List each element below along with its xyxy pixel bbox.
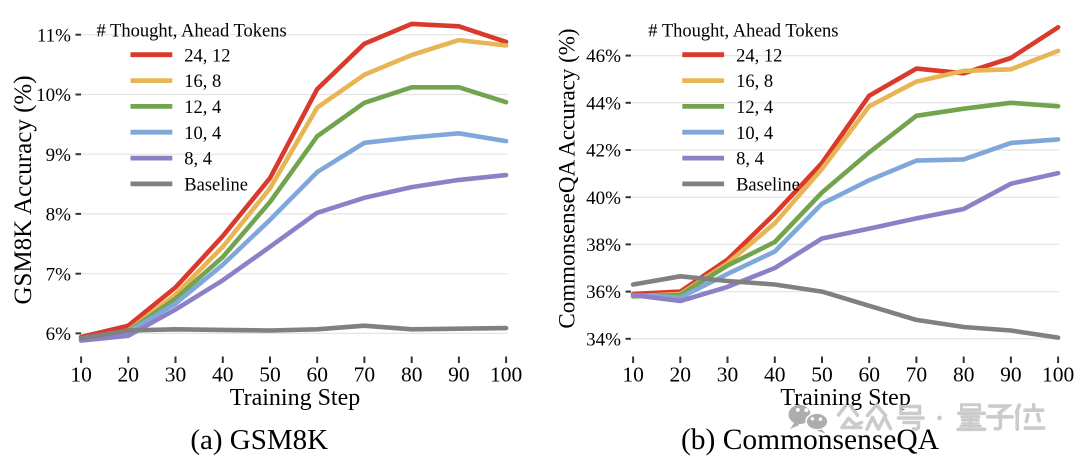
svg-text:40: 40 [764,362,786,386]
svg-text:9%: 9% [46,145,72,166]
svg-text:16, 8: 16, 8 [736,72,773,92]
svg-text:60: 60 [858,362,880,386]
svg-text:12, 4: 12, 4 [184,98,221,118]
svg-text:10, 4: 10, 4 [184,124,221,144]
svg-text:Baseline: Baseline [184,176,248,196]
svg-text:40: 40 [212,362,234,386]
svg-text:CommonsenseQA Accuracy (%): CommonsenseQA Accuracy (%) [555,28,580,328]
svg-text:100: 100 [490,362,522,386]
svg-text:46%: 46% [586,46,621,67]
svg-text:10, 4: 10, 4 [736,124,773,144]
svg-text:38%: 38% [586,235,621,256]
svg-text:70: 70 [906,362,928,386]
svg-text:10: 10 [70,362,92,386]
svg-text:GSM8K Accuracy (%): GSM8K Accuracy (%) [10,75,37,304]
svg-text:70: 70 [354,362,376,386]
svg-text:24, 12: 24, 12 [736,46,782,66]
svg-text:8%: 8% [46,205,72,226]
svg-text:Training Step: Training Step [230,385,360,411]
svg-text:6%: 6% [46,324,72,345]
svg-text:50: 50 [811,362,833,386]
svg-text:24, 12: 24, 12 [184,46,230,66]
svg-text:30: 30 [717,362,739,386]
svg-text:12, 4: 12, 4 [736,98,773,118]
svg-text:11%: 11% [37,25,71,46]
svg-text:8, 4: 8, 4 [736,150,764,170]
svg-text:80: 80 [953,362,975,386]
svg-text:44%: 44% [586,93,621,114]
svg-text:20: 20 [118,362,140,386]
svg-text:42%: 42% [586,141,621,162]
svg-text:30: 30 [165,362,187,386]
svg-text:90: 90 [448,362,470,386]
svg-text:(b) CommonsenseQA: (b) CommonsenseQA [681,424,940,456]
svg-text:60: 60 [306,362,328,386]
svg-text:36%: 36% [586,282,621,303]
svg-text:# Thought, Ahead Tokens: # Thought, Ahead Tokens [97,22,287,42]
svg-text:40%: 40% [586,188,621,209]
svg-text:34%: 34% [586,329,621,350]
svg-text:10: 10 [622,362,644,386]
svg-text:10%: 10% [36,85,71,106]
svg-text:50: 50 [259,362,281,386]
svg-text:Baseline: Baseline [736,176,800,196]
svg-text:# Thought, Ahead Tokens: # Thought, Ahead Tokens [648,22,838,42]
svg-text:90: 90 [1000,362,1022,386]
svg-text:7%: 7% [46,264,72,285]
svg-text:16, 8: 16, 8 [184,72,221,92]
svg-text:8, 4: 8, 4 [184,150,212,170]
svg-text:80: 80 [401,362,423,386]
svg-text:20: 20 [670,362,692,386]
svg-text:100: 100 [1042,362,1074,386]
svg-text:(a) GSM8K: (a) GSM8K [190,424,328,456]
